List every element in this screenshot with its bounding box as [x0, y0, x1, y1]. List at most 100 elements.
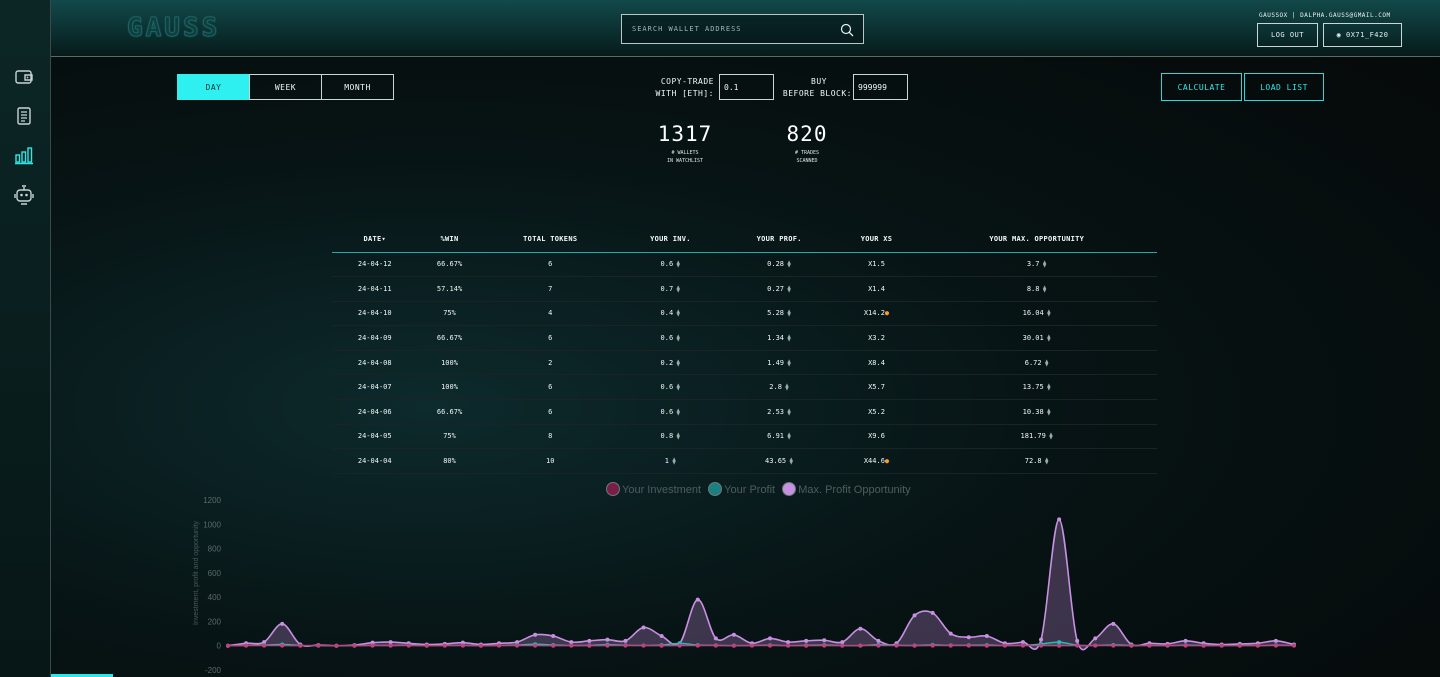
your-investment-point — [497, 643, 502, 648]
table-row[interactable]: 24-04-07 100% 6 0.6 ⧫ 2.8 ⧫ X5.7 13.75 ⧫ — [332, 374, 1157, 401]
max-profit-opportunity-point — [623, 638, 628, 643]
legend-item-opportunity[interactable]: Max. Profit Opportunity — [782, 482, 911, 496]
wallets-label-line2: IN WATCHLIST — [666, 158, 704, 164]
xs-cell-value: X44.6 — [863, 457, 885, 466]
eth-icon: ⧫ — [1044, 358, 1049, 367]
your-investment-point — [731, 643, 736, 648]
your-investment-point — [677, 643, 682, 648]
win-cell: 100% — [417, 374, 482, 401]
bar-chart-icon[interactable] — [13, 144, 35, 166]
table-row[interactable]: 24-04-12 66.67% 6 0.6 ⧫ 0.28 ⧫ X1.5 3.7 ⧫ — [332, 252, 1157, 278]
max-profit-opportunity-point — [262, 640, 267, 645]
your-investment-point — [1165, 643, 1170, 648]
investment-cell: 0.2 ⧫ — [618, 350, 722, 376]
xs-cell: X14.2● — [836, 301, 917, 327]
eth-icon: ⧫ — [676, 358, 681, 367]
win-column-header[interactable]: %WIN — [417, 226, 482, 253]
table-row[interactable]: 24-04-05 75% 8 0.8 ⧫ 6.91 ⧫ X9.6 181.79 ⧫ — [332, 424, 1157, 450]
max-profit-opportunity-point — [966, 635, 971, 640]
eth-icon: ⧫ — [789, 457, 794, 466]
profit-cell: 0.28 ⧫ — [721, 252, 837, 278]
max-profit-opportunity-area — [228, 519, 1294, 650]
max-opportunity-cell-value: 72.8 — [1024, 457, 1042, 466]
profit-cell-value: 2.8 — [769, 383, 782, 392]
investment-cell-value: 0.7 — [660, 284, 674, 293]
max-opportunity-cell-value: 30.01 — [1022, 334, 1044, 343]
xs-cell-value: X9.6 — [868, 432, 885, 441]
document-list-icon[interactable] — [13, 105, 35, 127]
max-opportunity-cell: 181.79 ⧫ — [916, 424, 1157, 450]
buy-before-input[interactable] — [853, 74, 908, 100]
profit-cell: 0.27 ⧫ — [721, 276, 837, 302]
results-table: DATE▾ %WIN TOTAL TOKENS YOUR INV. YOUR P… — [332, 226, 1157, 474]
xs-column-header[interactable]: YOUR XS — [836, 226, 917, 253]
table-row[interactable]: 24-04-08 100% 2 0.2 ⧫ 1.49 ⧫ X8.4 6.72 ⧫ — [332, 350, 1157, 376]
trades-label: # TRADES SCANNED — [762, 149, 852, 165]
tokens-column-header[interactable]: TOTAL TOKENS — [481, 226, 619, 253]
period-week-button[interactable]: WEEK — [249, 74, 322, 100]
gauss-logo[interactable]: GAUSS — [126, 13, 221, 44]
copy-trade-input[interactable] — [719, 74, 774, 100]
wallet-icon[interactable] — [13, 66, 35, 88]
your-investment-point — [804, 643, 809, 648]
profit-column-header[interactable]: YOUR PROF. — [721, 226, 837, 253]
load-list-button[interactable]: LOAD LIST — [1244, 73, 1324, 101]
xs-cell: X9.6 — [836, 424, 917, 450]
your-investment-point — [641, 643, 646, 648]
legend-item-profit[interactable]: Your Profit — [708, 482, 775, 496]
max-profit-opportunity-point — [695, 597, 700, 602]
eth-icon: ⧫ — [784, 383, 790, 392]
table-row[interactable]: 24-04-06 66.67% 6 0.6 ⧫ 2.53 ⧫ X5.2 10.38 ⧫ — [332, 399, 1157, 425]
xs-cell: X8.4 — [836, 350, 917, 376]
win-cell-value: 57.14% — [436, 284, 463, 293]
profit-cell-value: 6.91 — [767, 432, 785, 441]
win-cell-value: 75% — [443, 432, 456, 441]
period-day-button[interactable]: DAY — [177, 74, 250, 100]
search-icon[interactable] — [840, 22, 854, 37]
profit-cell: 5.28 ⧫ — [721, 301, 837, 327]
your-investment-point — [334, 643, 339, 648]
calculate-button[interactable]: CALCULATE — [1161, 73, 1242, 101]
wallet-address-button[interactable]: ◉ 0X71_F420 — [1323, 23, 1402, 47]
date-cell: 24-04-09 — [332, 325, 418, 351]
table-row[interactable]: 24-04-11 57.14% 7 0.7 ⧫ 0.27 ⧫ X1.4 8.8 ⧫ — [332, 276, 1157, 302]
opportunity-swatch — [782, 482, 797, 496]
table-row[interactable]: 24-04-10 75% 4 0.4 ⧫ 5.28 ⧫ X14.2● 16.04 ⧫ — [332, 301, 1157, 327]
search-input[interactable] — [622, 15, 832, 43]
log-out-button[interactable]: LOG OUT — [1257, 23, 1318, 47]
table-row[interactable]: 24-04-09 66.67% 6 0.6 ⧫ 1.34 ⧫ X3.2 30.01 ⧫ — [332, 325, 1157, 351]
tokens-cell: 6 — [481, 374, 619, 401]
table-row[interactable]: 24-04-04 80% 10 1 ⧫ 43.65 ⧫ X44.6● 72.8 ⧫ — [332, 448, 1157, 474]
your-investment-point — [1093, 643, 1098, 648]
your-investment-point — [948, 643, 953, 648]
fire-icon: ● — [884, 309, 890, 318]
investment-cell: 0.6 ⧫ — [618, 374, 722, 401]
date-cell: 24-04-04 — [332, 448, 418, 474]
robot-icon[interactable] — [13, 184, 35, 206]
max-profit-opportunity-point — [1273, 638, 1278, 643]
tokens-cell: 6 — [481, 325, 619, 351]
your-profit-point — [1057, 640, 1062, 645]
eth-icon: ⧫ — [1044, 457, 1049, 466]
period-month-button[interactable]: MONTH — [321, 74, 394, 100]
win-cell-value: 66.67% — [436, 407, 463, 416]
profit-cell-value: 1.34 — [767, 334, 785, 343]
your-investment-point — [388, 643, 393, 648]
legend-item-investment[interactable]: Your Investment — [606, 482, 701, 496]
max-opportunity-column-header[interactable]: YOUR MAX. OPPORTUNITY — [916, 226, 1157, 253]
max-profit-opportunity-point — [948, 631, 953, 636]
your-investment-point — [1237, 643, 1242, 648]
wallets-label: # WALLETS IN WATCHLIST — [640, 149, 730, 165]
win-cell-value: 80% — [443, 457, 456, 466]
tokens-cell-value: 6 — [548, 383, 553, 392]
investment-column-header[interactable]: YOUR INV. — [618, 226, 722, 253]
max-opportunity-cell-value: 16.04 — [1022, 309, 1044, 318]
max-profit-opportunity-point — [1093, 636, 1098, 641]
win-cell-value: 100% — [441, 383, 458, 392]
investment-cell: 0.4 ⧫ — [618, 301, 722, 327]
eth-icon: ⧫ — [1046, 334, 1051, 343]
copy-trade-label-line2: WITH [ETH]: — [655, 89, 714, 98]
y-tick-label: 600 — [208, 569, 222, 578]
date-column-header[interactable]: DATE▾ — [332, 226, 418, 253]
legend-label-profit: Your Profit — [724, 484, 776, 496]
